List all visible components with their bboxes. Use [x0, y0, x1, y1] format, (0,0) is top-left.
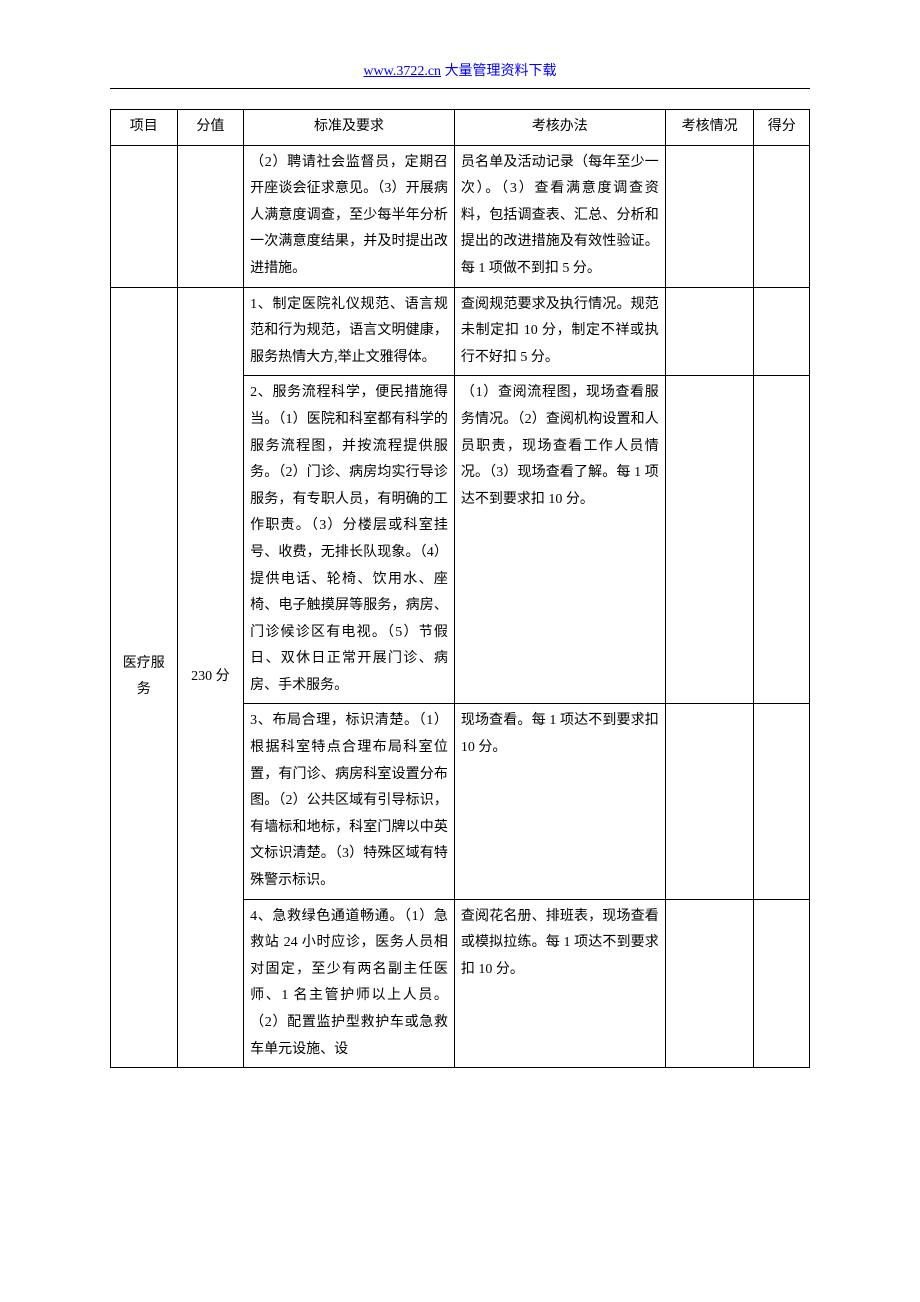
cell-project — [111, 145, 178, 287]
col-header-score: 分值 — [177, 110, 244, 146]
cell-method: 查阅花名册、排班表，现场查看或模拟拉练。每 1 项达不到要求扣 10 分。 — [454, 899, 665, 1068]
col-header-standard: 标准及要求 — [244, 110, 455, 146]
cell-situation — [665, 145, 754, 287]
cell-situation — [665, 376, 754, 704]
cell-project: 医疗服务 — [111, 287, 178, 1068]
cell-method: 员名单及活动记录（每年至少一次）。（3）查看满意度调查资料，包括调查表、汇总、分… — [454, 145, 665, 287]
cell-method: 查阅规范要求及执行情况。规范未制定扣 10 分，制定不祥或执行不好扣 5 分。 — [454, 287, 665, 376]
cell-method: 现场查看。每 1 项达不到要求扣 10 分。 — [454, 704, 665, 899]
cell-points — [754, 376, 810, 704]
cell-method: （1）查阅流程图，现场查看服务情况。（2）查阅机构设置和人员职责，现场查看工作人… — [454, 376, 665, 704]
table-header-row: 项目 分值 标准及要求 考核办法 考核情况 得分 — [111, 110, 810, 146]
col-header-method: 考核办法 — [454, 110, 665, 146]
cell-standard: 2、服务流程科学，便民措施得当。（1）医院和科室都有科学的服务流程图，并按流程提… — [244, 376, 455, 704]
cell-standard: 1、制定医院礼仪规范、语言规范和行为规范，语言文明健康，服务热情大方,举止文雅得… — [244, 287, 455, 376]
col-header-points: 得分 — [754, 110, 810, 146]
table-row: 医疗服务 230 分 1、制定医院礼仪规范、语言规范和行为规范，语言文明健康，服… — [111, 287, 810, 376]
cell-points — [754, 899, 810, 1068]
cell-situation — [665, 899, 754, 1068]
cell-points — [754, 704, 810, 899]
table-row: （2）聘请社会监督员，定期召开座谈会征求意见。（3）开展病人满意度调查，至少每半… — [111, 145, 810, 287]
source-link[interactable]: www.3722.cn — [363, 64, 441, 79]
assessment-table: 项目 分值 标准及要求 考核办法 考核情况 得分 （2）聘请社会监督员，定期召开… — [110, 109, 810, 1068]
cell-situation — [665, 704, 754, 899]
header-tail: 大量管理资料下载 — [441, 64, 557, 79]
cell-standard: 4、急救绿色通道畅通。（1）急救站 24 小时应诊，医务人员相对固定，至少有两名… — [244, 899, 455, 1068]
cell-situation — [665, 287, 754, 376]
cell-score: 230 分 — [177, 287, 244, 1068]
col-header-situation: 考核情况 — [665, 110, 754, 146]
header-divider — [110, 88, 810, 89]
cell-standard: 3、布局合理，标识清楚。（1）根据科室特点合理布局科室位置，有门诊、病房科室设置… — [244, 704, 455, 899]
col-header-project: 项目 — [111, 110, 178, 146]
cell-score — [177, 145, 244, 287]
cell-points — [754, 145, 810, 287]
cell-points — [754, 287, 810, 376]
cell-standard: （2）聘请社会监督员，定期召开座谈会征求意见。（3）开展病人满意度调查，至少每半… — [244, 145, 455, 287]
page-header: www.3722.cn 大量管理资料下载 — [110, 60, 810, 80]
